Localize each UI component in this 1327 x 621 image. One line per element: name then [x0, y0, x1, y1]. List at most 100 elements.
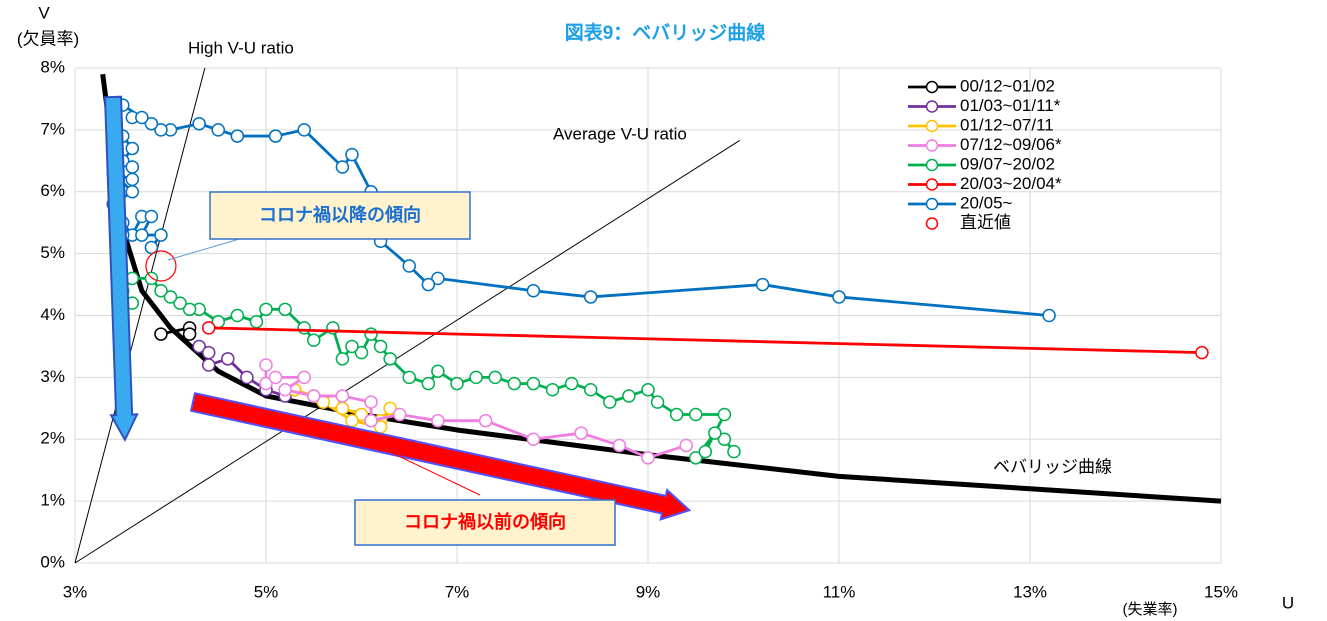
- x-tick-label: 5%: [254, 582, 279, 601]
- point: [689, 407, 703, 422]
- point: [297, 370, 311, 385]
- point: [230, 129, 245, 143]
- y-tick-label: 7%: [40, 119, 65, 138]
- point: [307, 333, 321, 347]
- point: [182, 302, 197, 317]
- point: [154, 284, 168, 298]
- y-tick-label: 1%: [40, 491, 65, 510]
- point: [488, 370, 502, 385]
- point: [545, 383, 560, 397]
- point: [450, 376, 464, 391]
- series-line: [208, 326, 1202, 355]
- point: [354, 407, 369, 422]
- point: [583, 290, 598, 304]
- point: [278, 383, 292, 397]
- point: [431, 364, 445, 378]
- point: [154, 228, 168, 242]
- point: [173, 296, 187, 310]
- y-axis-label: V: [38, 3, 50, 22]
- legend-marker: [925, 197, 939, 211]
- point: [564, 376, 579, 391]
- callout-leader: [364, 439, 481, 496]
- y-tick-label: 0%: [40, 552, 65, 571]
- point: [383, 401, 397, 416]
- legend-marker: [925, 158, 939, 172]
- point: [717, 432, 732, 446]
- point: [832, 290, 846, 304]
- point: [268, 370, 283, 385]
- point: [526, 284, 541, 298]
- point: [364, 395, 378, 409]
- legend-label: 01/03~01/11*: [960, 96, 1061, 115]
- x-tick-label: 13%: [1013, 582, 1047, 601]
- curve-label: ベバリッジ曲線: [993, 457, 1112, 476]
- point: [125, 185, 140, 199]
- point: [201, 321, 216, 335]
- x-tick-label: 3%: [63, 582, 88, 601]
- point: [221, 352, 235, 366]
- point: [144, 240, 159, 255]
- legend-marker: [925, 80, 939, 94]
- trend-arrow-before: [189, 392, 692, 521]
- point: [708, 426, 722, 440]
- point: [154, 327, 168, 341]
- point: [526, 432, 541, 446]
- callout-box: [354, 499, 616, 546]
- point: [402, 259, 416, 273]
- legend-label: 01/12~07/11: [960, 115, 1054, 134]
- point: [144, 209, 159, 224]
- y-tick-label: 3%: [40, 367, 65, 386]
- x-axis-label: U: [1282, 593, 1294, 612]
- legend-label: 09/07~20/02: [960, 154, 1055, 173]
- point: [345, 413, 359, 428]
- point: [192, 116, 206, 131]
- y-axis-sub-label: (欠員率): [17, 29, 79, 48]
- point: [144, 271, 159, 286]
- x-axis-sub-label: (失業率): [1123, 601, 1178, 618]
- point: [650, 395, 665, 409]
- point: [259, 376, 273, 391]
- point: [135, 110, 149, 125]
- x-tick-label: 7%: [445, 582, 470, 601]
- point: [163, 290, 178, 304]
- legend-label: 20/05~: [960, 193, 1013, 212]
- plot-area: 0% 1% 2% 3% 4% 5% 6% 7% 8% 3% 5% 7% 9% 11% 13% 15% High …: [40, 38, 1238, 601]
- point: [249, 314, 264, 329]
- point: [268, 129, 283, 143]
- point: [125, 172, 140, 187]
- point: [345, 147, 359, 162]
- point: [201, 358, 216, 372]
- point: [201, 345, 216, 360]
- point: [641, 451, 655, 465]
- point: [402, 370, 416, 385]
- x-tick-label: 9%: [636, 582, 661, 601]
- x-tick-label: 15%: [1204, 582, 1238, 601]
- point: [144, 116, 159, 131]
- point: [431, 413, 445, 428]
- callout-text: コロナ禍以降の傾向: [259, 204, 421, 225]
- legend-label: 直近値: [960, 213, 1011, 232]
- point: [345, 339, 359, 354]
- point: [392, 407, 407, 422]
- ratio-label: Average V-U ratio: [553, 124, 687, 143]
- point: [469, 370, 483, 385]
- ratio-label: High V-U ratio: [188, 38, 294, 57]
- y-tick-label: 5%: [40, 243, 65, 262]
- y-tick-label: 8%: [40, 57, 65, 76]
- callout-box: [209, 191, 471, 240]
- point: [583, 383, 598, 397]
- callout-text: コロナ禍以前の傾向: [404, 511, 566, 532]
- point: [125, 160, 140, 174]
- point: [335, 389, 350, 403]
- y-tick-label: 6%: [40, 181, 65, 200]
- point: [478, 413, 493, 428]
- legend-label: 00/12~01/02: [960, 76, 1055, 95]
- legend-marker: [925, 178, 939, 191]
- legend-label: 07/12~09/06*: [960, 135, 1062, 154]
- y-tick-label: 2%: [40, 429, 65, 448]
- point: [641, 383, 655, 397]
- point: [603, 395, 617, 409]
- point: [431, 271, 445, 286]
- point: [421, 277, 436, 292]
